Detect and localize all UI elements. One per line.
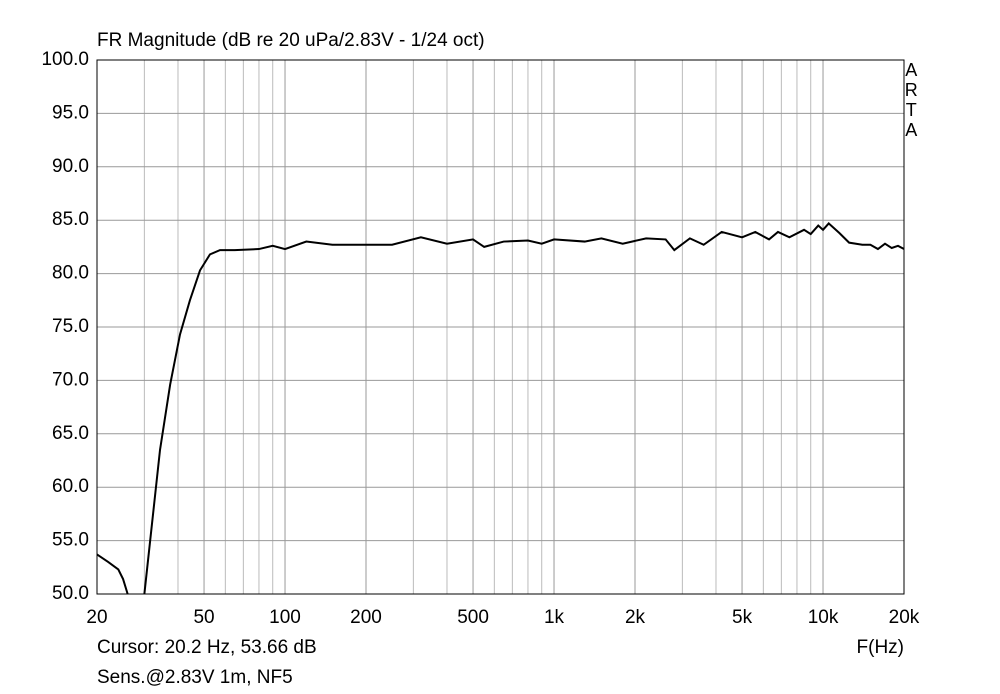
x-tick-label: 200 bbox=[350, 607, 382, 628]
x-tick-label: 2k bbox=[625, 607, 646, 628]
y-tick-label: 60.0 bbox=[52, 476, 89, 497]
y-tick-label: 70.0 bbox=[52, 369, 89, 390]
response-line bbox=[96, 221, 905, 595]
x-tick-label: 10k bbox=[808, 607, 839, 628]
x-tick-label: 500 bbox=[457, 607, 489, 628]
x-axis-label: F(Hz) bbox=[857, 637, 904, 658]
plot-frame bbox=[96, 59, 905, 595]
x-tick-label: 50 bbox=[193, 607, 214, 628]
sensitivity-note: Sens.@2.83V 1m, NF5 bbox=[97, 667, 293, 688]
y-tick-label: 95.0 bbox=[52, 102, 89, 123]
x-tick-label: 100 bbox=[269, 607, 301, 628]
y-tick-label: 100.0 bbox=[41, 49, 89, 70]
y-tick-label: 80.0 bbox=[52, 263, 89, 284]
y-tick-label: 50.0 bbox=[52, 583, 89, 604]
y-tick-label: 75.0 bbox=[52, 316, 89, 337]
x-tick-label: 5k bbox=[732, 607, 753, 628]
chart-title: FR Magnitude (dB re 20 uPa/2.83V - 1/24 … bbox=[97, 30, 485, 51]
y-tick-label: 85.0 bbox=[52, 209, 89, 230]
cursor-readout: Cursor: 20.2 Hz, 53.66 dB bbox=[97, 637, 317, 658]
y-tick-label: 55.0 bbox=[52, 530, 89, 551]
x-tick-label: 20 bbox=[86, 607, 107, 628]
y-tick-label: 65.0 bbox=[52, 423, 89, 444]
x-tick-label: 1k bbox=[544, 607, 565, 628]
x-tick-label: 20k bbox=[889, 607, 920, 628]
arta-label: ARTA bbox=[901, 60, 921, 140]
y-tick-label: 90.0 bbox=[52, 156, 89, 177]
